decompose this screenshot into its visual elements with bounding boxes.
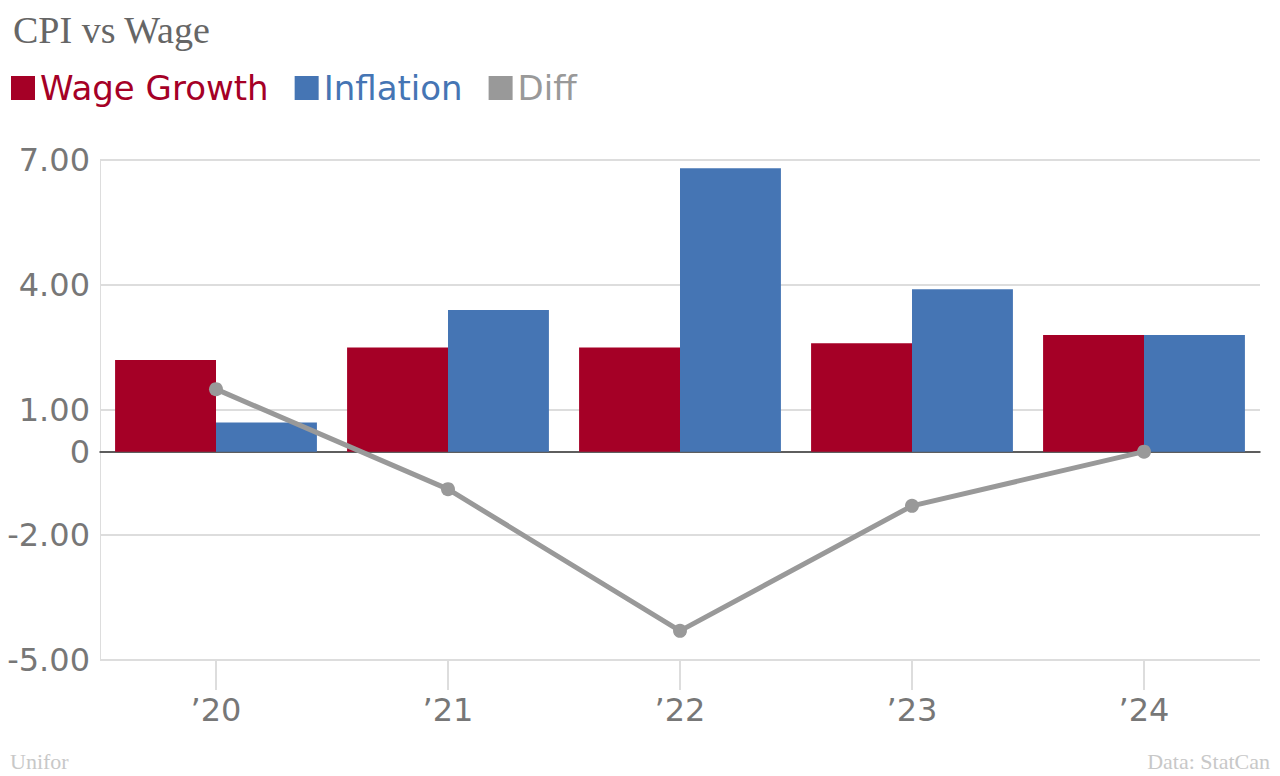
svg-text:-5.00: -5.00 (7, 641, 90, 679)
svg-text:Wage Growth: Wage Growth (40, 68, 269, 108)
svg-text:CPI vs Wage: CPI vs Wage (13, 9, 210, 51)
svg-text:7.00: 7.00 (19, 141, 90, 179)
svg-text:’22: ’22 (655, 691, 706, 729)
svg-text:Data: StatCan: Data: StatCan (1147, 749, 1270, 774)
svg-text:-2.00: -2.00 (7, 516, 90, 554)
svg-text:1.00: 1.00 (19, 391, 90, 429)
svg-text:Inflation: Inflation (324, 68, 463, 108)
svg-text:’21: ’21 (423, 691, 474, 729)
svg-text:’23: ’23 (887, 691, 938, 729)
svg-text:’24: ’24 (1119, 691, 1170, 729)
svg-text:Diff: Diff (518, 68, 579, 108)
svg-text:4.00: 4.00 (19, 266, 90, 304)
svg-text:Unifor: Unifor (10, 749, 69, 774)
svg-text:’20: ’20 (191, 691, 242, 729)
svg-text:0: 0 (70, 433, 90, 471)
